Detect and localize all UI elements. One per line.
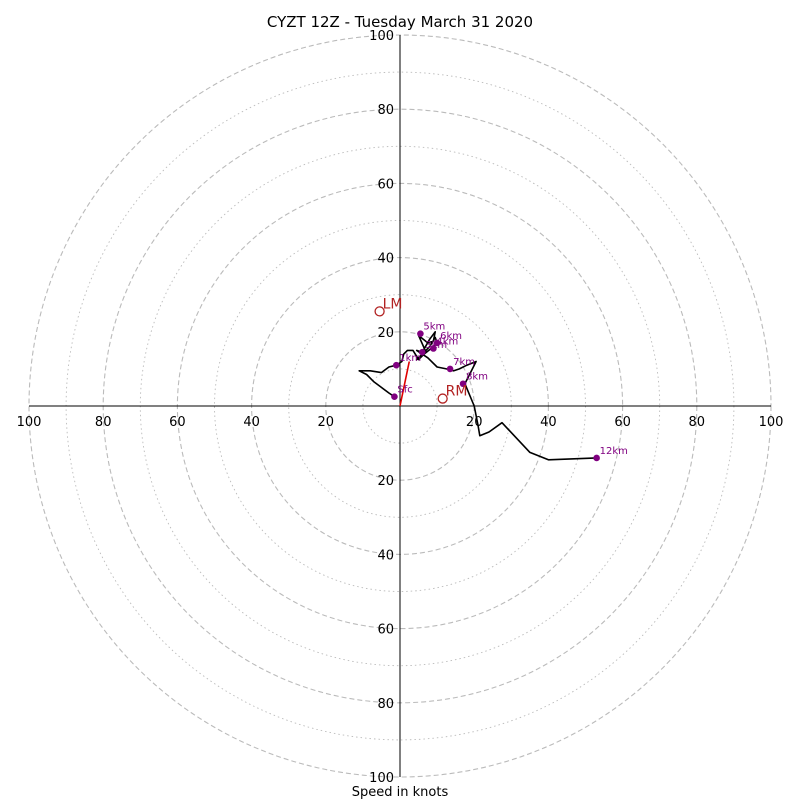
height-markers: Sfc1km3km4km5km6km7km8km12km — [391, 322, 628, 462]
x-tick-label: 80 — [689, 415, 706, 430]
height-marker-label: 1km — [399, 353, 421, 364]
x-axis-label: Speed in knots — [352, 785, 449, 800]
height-marker-dot — [417, 330, 424, 337]
height-marker-dot — [433, 339, 441, 347]
height-marker-dot — [392, 361, 400, 369]
height-marker-label: 8km — [466, 372, 488, 383]
height-marker-dot — [391, 393, 398, 401]
height-marker-label: 5km — [423, 322, 445, 333]
y-tick-label: 80 — [377, 103, 394, 118]
x-tick-label: 60 — [169, 415, 186, 430]
y-tick-label: 60 — [377, 177, 394, 192]
storm-motion-marker — [374, 306, 385, 317]
height-marker-label: 12km — [600, 446, 628, 457]
chart-title: CYZT 12Z - Tuesday March 31 2020 — [267, 13, 533, 31]
storm-motion-label: LM — [383, 296, 403, 312]
tick-labels: 100 80 60 40 20 20 40 60 80 100 20 20 40 40 60 60 80 80 10… — [17, 29, 784, 786]
x-tick-label: 60 — [614, 415, 631, 430]
y-tick-label: 60 — [377, 623, 394, 638]
y-tick-label: 40 — [377, 252, 394, 267]
x-tick-label: 100 — [17, 415, 42, 430]
storm-motion-marker — [437, 393, 448, 404]
height-marker-dot — [430, 345, 437, 352]
height-marker-label: 4km — [436, 336, 458, 347]
y-tick-label: 20 — [377, 326, 394, 341]
x-tick-label: 20 — [466, 415, 483, 430]
height-marker-dot — [418, 348, 426, 356]
y-tick-label: 100 — [369, 29, 394, 44]
shear-vector — [399, 361, 411, 407]
x-tick-label: 20 — [318, 415, 335, 430]
y-tick-label: 80 — [377, 697, 394, 712]
x-tick-label: 80 — [95, 415, 112, 430]
height-marker-label: 7km — [453, 357, 475, 368]
x-tick-label: 40 — [243, 415, 260, 430]
height-marker-label: Sfc — [397, 385, 412, 396]
storm-motion-label: RM — [446, 384, 468, 400]
height-marker-label: 6km — [440, 331, 462, 342]
height-marker-dot — [459, 380, 467, 388]
storm-motions: LM RM — [374, 296, 468, 404]
height-marker-dot — [593, 454, 600, 462]
y-tick-label: 100 — [369, 771, 394, 786]
x-tick-label: 40 — [540, 415, 557, 430]
y-tick-label: 40 — [377, 548, 394, 563]
height-marker-dot — [446, 365, 454, 373]
x-tick-label: 100 — [759, 415, 784, 430]
y-tick-label: 20 — [377, 474, 394, 489]
